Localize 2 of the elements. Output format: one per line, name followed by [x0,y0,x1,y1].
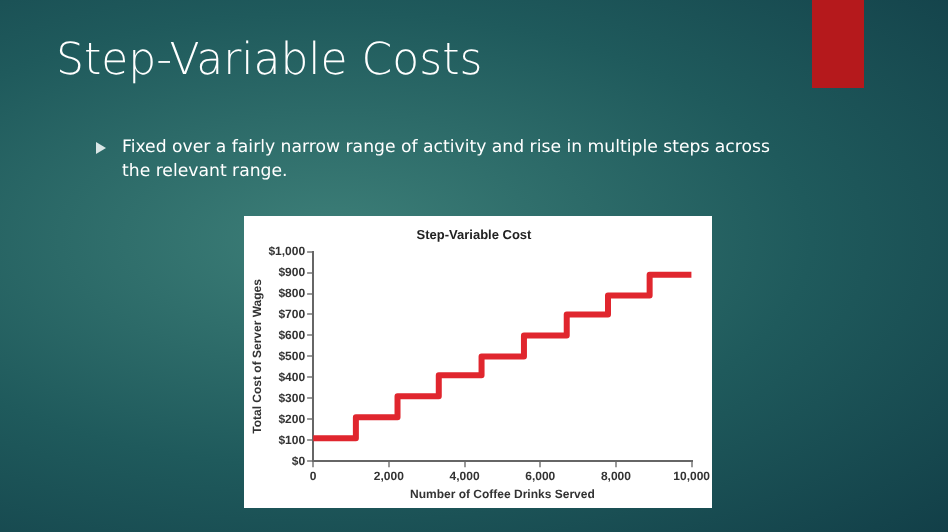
text: Fixed over a fairly narrow range of activity and rise in multiple steps across the relevant range. [122,136,772,184]
text: Step-Variable Costs [56,36,483,86]
